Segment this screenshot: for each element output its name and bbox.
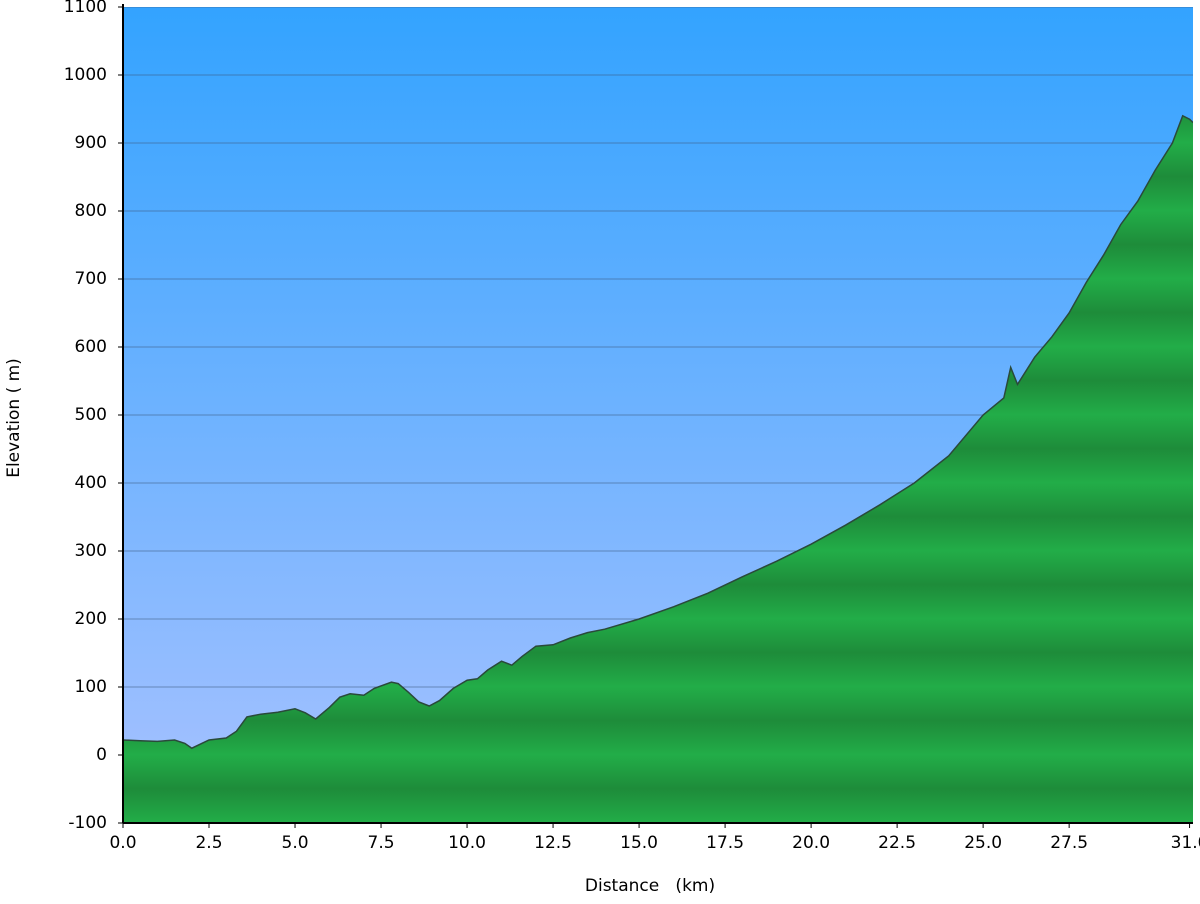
x-tick-label: 17.5 [706, 833, 744, 853]
y-tick-label: -100 [68, 813, 107, 833]
x-tick-label: 22.5 [878, 833, 916, 853]
y-tick-label: 1100 [64, 0, 107, 17]
elevation-line [123, 114, 1193, 750]
y-tick-label: 700 [75, 269, 107, 289]
x-axis-label: Distance (km) [585, 876, 715, 896]
y-tick-label: 800 [75, 201, 107, 221]
x-tick-label: 10.0 [448, 833, 486, 853]
y-tick-label: 600 [75, 337, 107, 357]
y-tick-label: 200 [75, 609, 107, 629]
y-axis-label: Elevation ( m) [4, 358, 24, 478]
x-tick-label: 7.5 [368, 833, 395, 853]
x-tick-label: 25.0 [964, 833, 1002, 853]
x-tick-label: 31.0 [1171, 833, 1200, 853]
elevation-area [123, 115, 1193, 823]
x-tick-label: 0.0 [109, 833, 136, 853]
y-tick-label: 100 [75, 677, 107, 697]
x-tick-label: 5.0 [282, 833, 309, 853]
y-tick-label: 0 [96, 745, 107, 765]
y-tick-label: 1000 [64, 65, 107, 85]
y-tick-label: 300 [75, 541, 107, 561]
x-tick-label: 20.0 [792, 833, 830, 853]
x-tick-label: 15.0 [620, 833, 658, 853]
x-tick-label: 2.5 [195, 833, 222, 853]
y-tick-label: 900 [75, 133, 107, 153]
y-tick-label: 400 [75, 473, 107, 493]
x-tick-label: 27.5 [1050, 833, 1088, 853]
x-tick-label: 12.5 [534, 833, 572, 853]
y-tick-label: 500 [75, 405, 107, 425]
